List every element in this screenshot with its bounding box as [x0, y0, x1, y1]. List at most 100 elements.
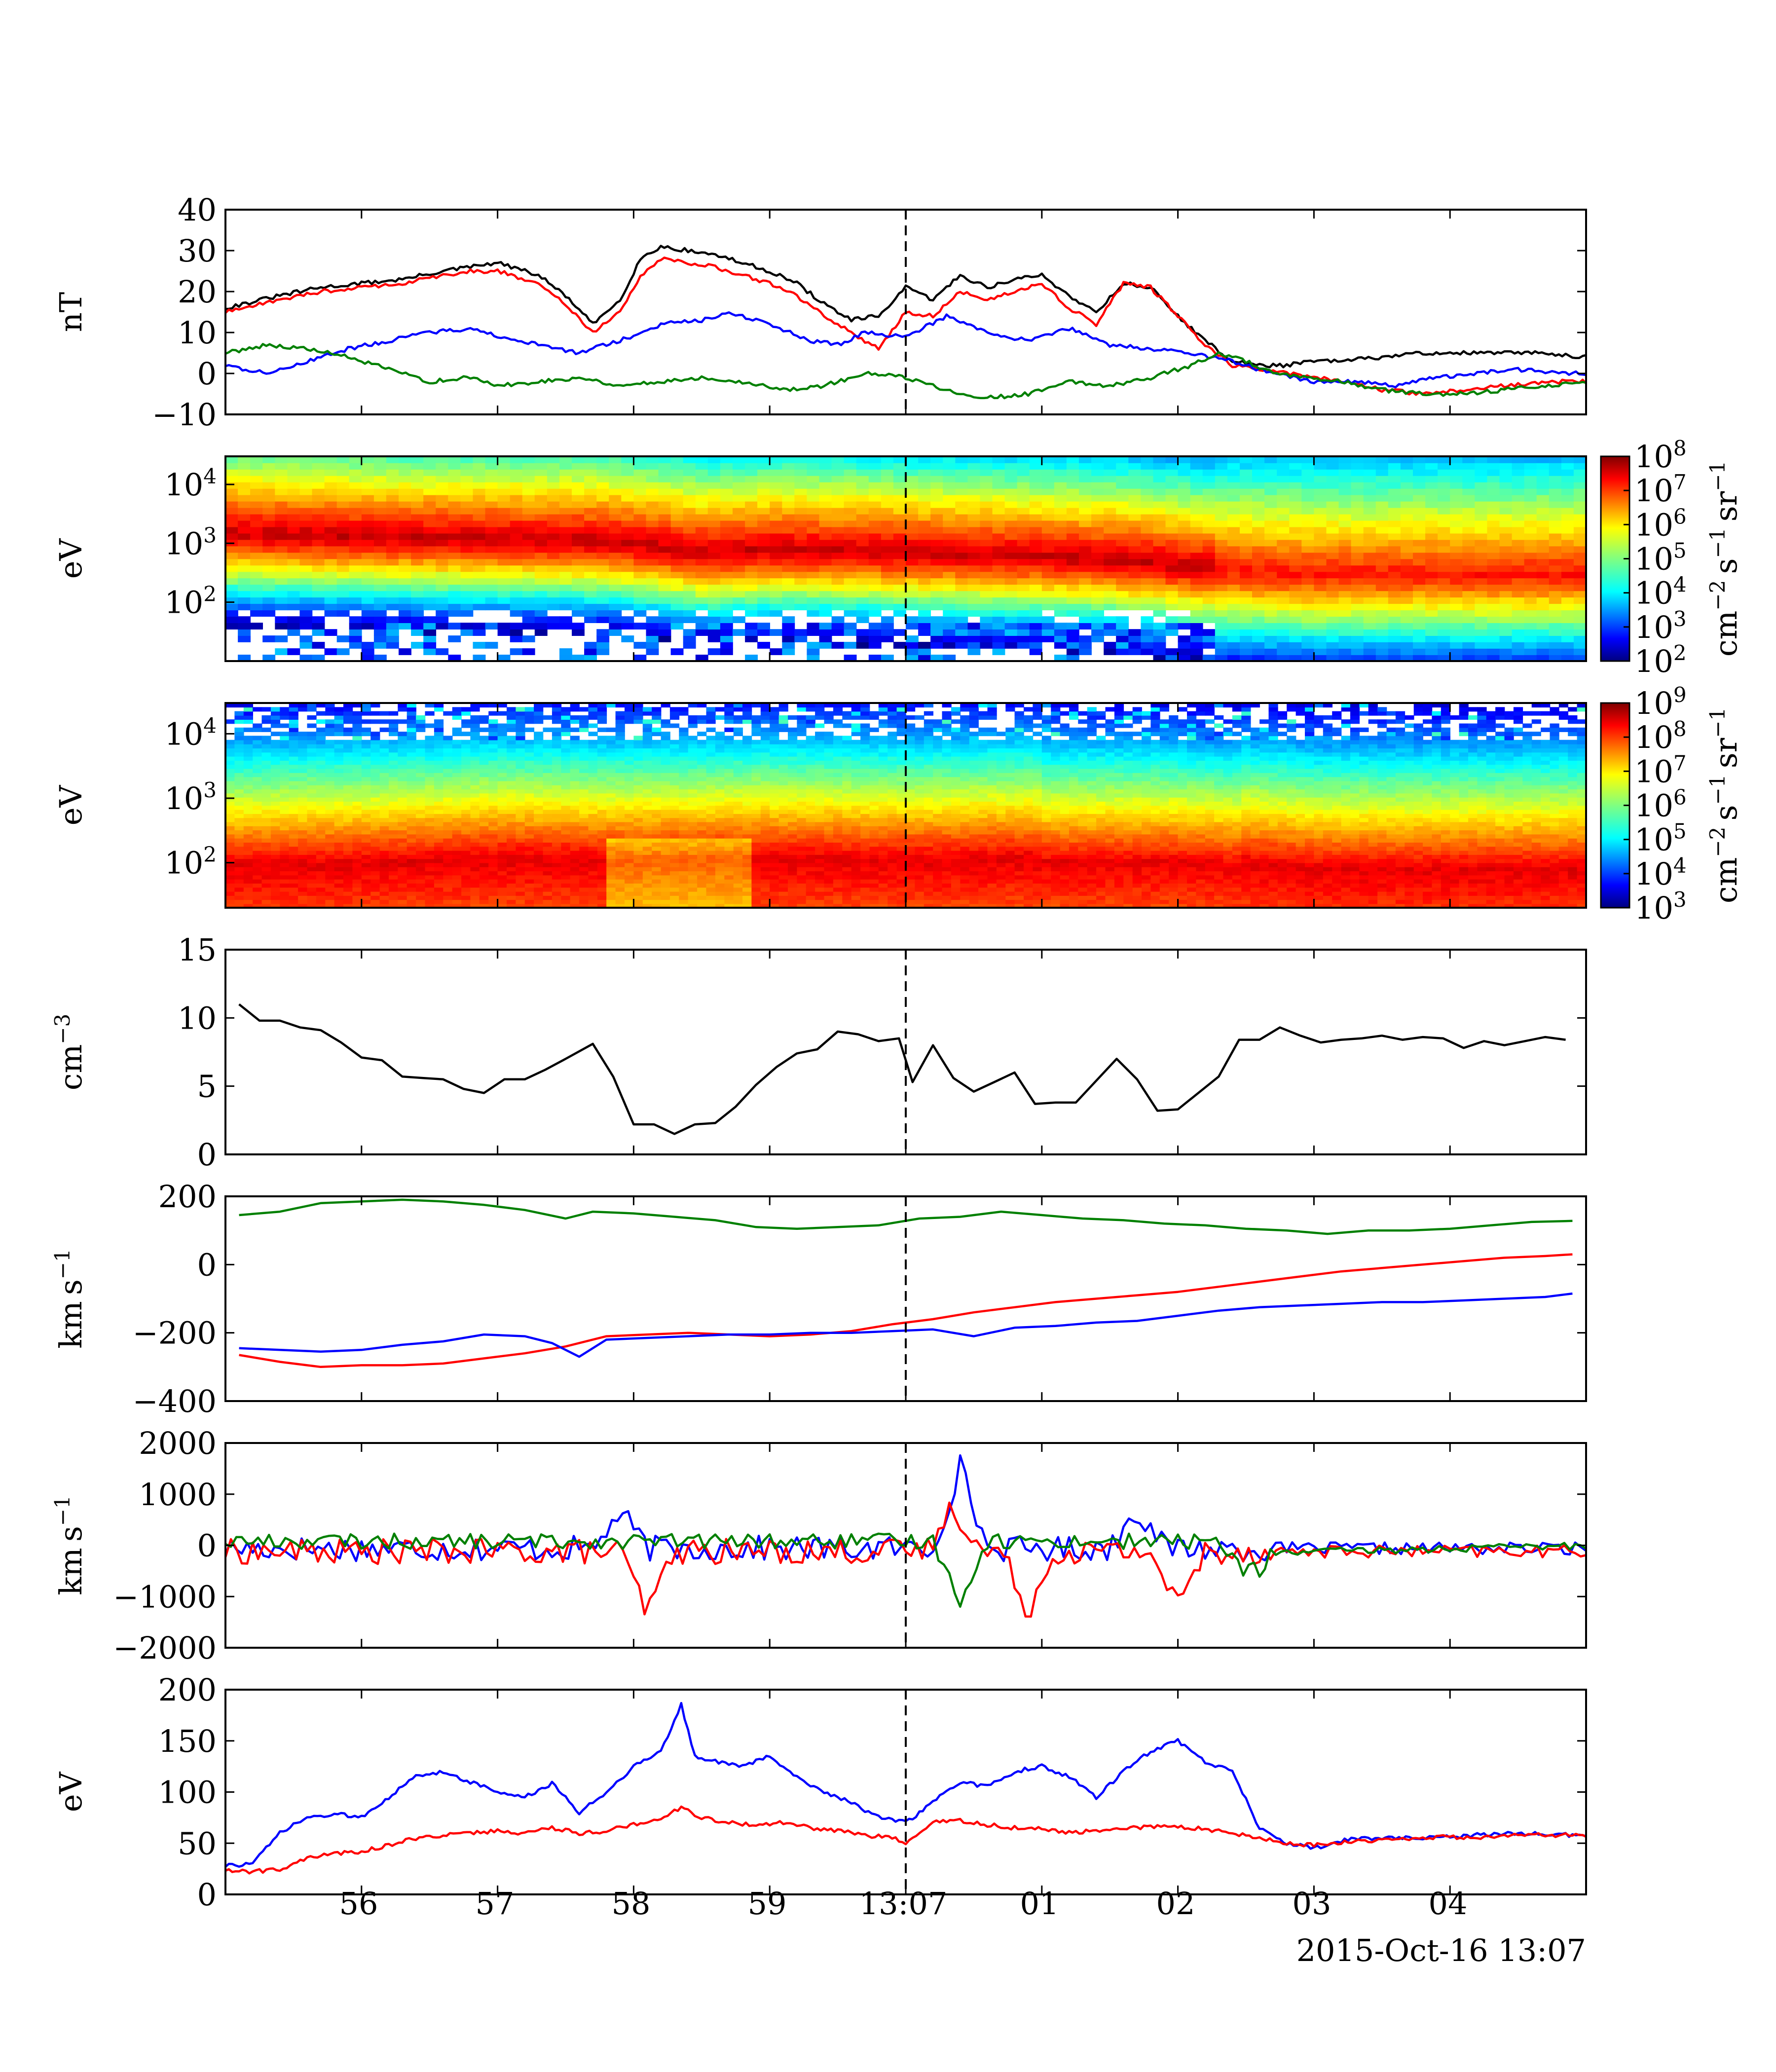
ion-energy-spectrogram-cell	[1227, 571, 1240, 579]
ion-energy-spectrogram-cell	[1277, 558, 1290, 566]
ion-energy-spectrogram-cell	[1128, 546, 1142, 553]
electron-energy-spectrogram-cell	[470, 773, 480, 777]
ion-energy-spectrogram-cell	[386, 623, 399, 629]
ion-energy-spectrogram-colorbar-tick-label: 103	[1634, 607, 1687, 645]
ion-energy-spectrogram-cell	[819, 501, 832, 508]
electron-energy-spectrogram-cell	[343, 883, 353, 888]
ion-energy-spectrogram-cell	[497, 463, 511, 470]
electron-energy-spectrogram-cell	[534, 748, 544, 753]
electron-energy-spectrogram-cell	[325, 752, 335, 757]
electron-energy-spectrogram-cell	[470, 797, 480, 802]
ion-energy-spectrogram-cell	[312, 514, 325, 521]
ion-energy-spectrogram-cell	[955, 584, 968, 592]
ion-energy-spectrogram-cell	[423, 584, 437, 592]
ion-energy-spectrogram-cell	[1190, 507, 1203, 515]
ion-energy-spectrogram-cell	[287, 494, 300, 502]
electron-energy-spectrogram-cell	[379, 854, 389, 859]
ion-energy-spectrogram-cell	[1438, 584, 1450, 592]
ion-energy-spectrogram-cell	[1573, 616, 1587, 623]
magnetic-field-ylabel: nT	[53, 292, 89, 332]
ion-energy-spectrogram-cell	[1375, 655, 1389, 662]
ion-energy-spectrogram-cell	[757, 578, 770, 585]
ion-energy-spectrogram-cell	[621, 584, 634, 592]
ion-energy-spectrogram-cell	[1054, 501, 1067, 508]
ion-energy-spectrogram-cell	[819, 463, 832, 470]
ion-energy-spectrogram-cell	[633, 546, 647, 553]
electron-energy-spectrogram-cell	[534, 711, 544, 716]
ion-energy-spectrogram-cell	[250, 501, 263, 508]
electron-energy-spectrogram-cell	[298, 867, 308, 872]
ion-energy-spectrogram-cell	[1338, 526, 1352, 534]
electron-energy-spectrogram-cell	[407, 719, 416, 724]
electron-energy-spectrogram-cell	[507, 830, 517, 835]
ion-energy-spectrogram-cell	[1066, 463, 1079, 470]
electron-energy-spectrogram-cell	[270, 715, 281, 720]
electron-energy-spectrogram-cell	[361, 891, 371, 896]
ion-energy-spectrogram-cell	[460, 488, 474, 495]
electron-energy-spectrogram-cell	[253, 760, 262, 765]
ion-energy-spectrogram-cell	[1240, 488, 1253, 495]
ion-energy-spectrogram-cell	[1549, 481, 1562, 489]
ion-energy-spectrogram-cell	[1202, 584, 1216, 592]
ion-energy-spectrogram-cell	[621, 635, 634, 642]
ion-energy-spectrogram-cell	[893, 526, 906, 534]
ion-energy-spectrogram-cell	[609, 507, 622, 515]
electron-energy-spectrogram-cell	[434, 773, 444, 777]
electron-energy-spectrogram-cell	[507, 740, 517, 744]
ion-energy-spectrogram-cell	[807, 520, 820, 527]
electron-energy-spectrogram-cell	[243, 821, 253, 826]
electron-energy-spectrogram-cell	[361, 719, 371, 724]
electron-energy-spectrogram-cell	[307, 768, 317, 773]
ion-energy-spectrogram-cell	[510, 546, 523, 553]
ion-energy-spectrogram-cell	[683, 616, 696, 623]
ion-energy-spectrogram-cell	[1227, 648, 1240, 655]
ion-energy-spectrogram-cell	[287, 591, 300, 598]
electron-energy-spectrogram-cell	[379, 801, 389, 806]
ion-energy-spectrogram-cell	[1512, 558, 1525, 566]
ion-energy-spectrogram-cell	[250, 481, 263, 489]
electron-energy-spectrogram-cell	[298, 838, 308, 843]
electron-energy-spectrogram-cell	[307, 809, 317, 814]
ion-energy-spectrogram-cell	[1524, 520, 1537, 527]
ion-energy-spectrogram-cell	[423, 623, 437, 629]
electron-energy-spectrogram-cell	[307, 785, 317, 790]
ion-energy-spectrogram-cell	[373, 546, 387, 553]
ion-energy-spectrogram-cell	[510, 469, 523, 476]
ion-energy-spectrogram-cell	[1277, 635, 1290, 642]
ion-energy-spectrogram-cell	[1153, 475, 1166, 482]
electron-energy-spectrogram-cell	[452, 707, 462, 712]
ion-energy-spectrogram-cell	[336, 539, 350, 547]
ion-energy-spectrogram-cell	[1363, 584, 1376, 592]
electron-energy-spectrogram-cell	[289, 785, 298, 790]
ion-energy-spectrogram-cell	[1499, 610, 1513, 617]
electron-energy-spectrogram-cell	[370, 748, 380, 753]
electron-energy-spectrogram-cell	[516, 903, 525, 908]
ion-energy-spectrogram-cell	[1277, 481, 1290, 489]
ion-energy-spectrogram-cell	[1141, 501, 1154, 508]
ion-energy-spectrogram-cell	[1400, 520, 1413, 527]
ion-energy-spectrogram-cell	[1499, 642, 1513, 649]
electron-energy-spectrogram-cell	[416, 789, 426, 794]
electron-energy-spectrogram-cell	[452, 780, 462, 785]
ion-energy-spectrogram-cell	[1425, 526, 1438, 534]
ion-energy-spectrogram-cell	[349, 501, 362, 508]
ion-energy-spectrogram-cell	[1202, 539, 1216, 547]
electron-energy-spectrogram-cell	[243, 711, 253, 716]
electron-energy-spectrogram-cell	[434, 871, 444, 876]
ion-energy-spectrogram-cell	[287, 597, 300, 604]
electron-energy-spectrogram-cell	[497, 785, 507, 790]
ion-energy-spectrogram-cell	[1363, 571, 1376, 579]
electron-energy-spectrogram-cell	[524, 899, 534, 904]
electron-energy-spectrogram-cell	[316, 895, 326, 900]
ion-energy-spectrogram-cell	[361, 475, 374, 482]
ion-energy-spectrogram-cell	[844, 623, 857, 629]
ion-energy-spectrogram-cell	[386, 475, 399, 482]
electron-energy-spectrogram-cell	[234, 797, 244, 802]
electron-energy-spectrogram-cell	[425, 834, 435, 839]
electron-energy-spectrogram-cell	[261, 834, 271, 839]
ion-energy-spectrogram-cell	[1475, 533, 1488, 540]
ion-energy-spectrogram-cell	[596, 565, 610, 572]
ion-energy-spectrogram-cell	[918, 507, 931, 515]
ion-energy-spectrogram-cell	[1301, 494, 1315, 502]
ion-energy-spectrogram-cell	[831, 565, 845, 572]
